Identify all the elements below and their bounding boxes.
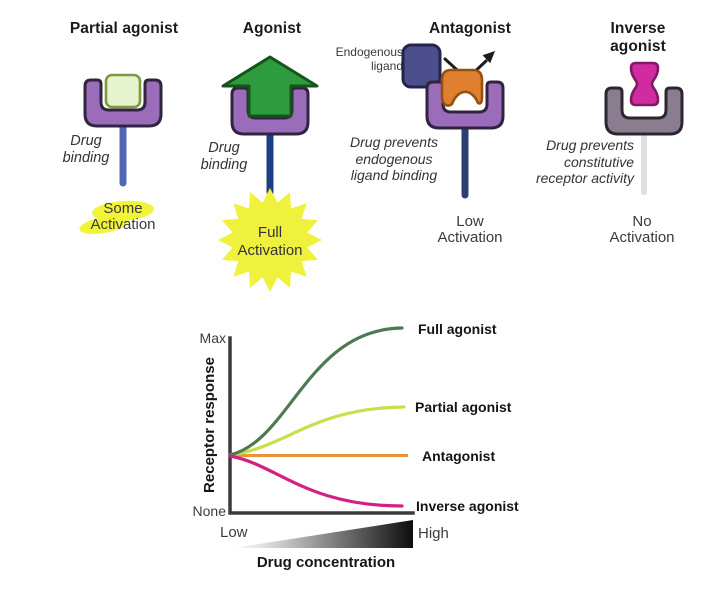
- binding-line: binding: [200, 157, 248, 173]
- curve-inverse-agonist: [228, 454, 404, 508]
- inverse-agonist-drug-icon: [629, 61, 660, 107]
- binding-label-agonist: Drug binding: [186, 140, 262, 174]
- y-tick-none: None: [193, 503, 227, 519]
- panel-title-agonist: Agonist: [242, 20, 302, 37]
- agonist-receptor-illustration: [221, 55, 319, 196]
- agonist-drug-arrow-icon: [221, 55, 319, 118]
- ligand-line: ligand: [370, 58, 403, 73]
- dose-response-chart: Max None Receptor response Full agonist …: [193, 321, 520, 571]
- partial-agonist-drug-icon: [104, 73, 142, 109]
- activation-line: Activation: [90, 216, 156, 233]
- binding-label-inverse: Drug prevents constitutive receptor acti…: [492, 137, 634, 187]
- binding-label-antagonist: Drug prevents endogenous ligand binding: [324, 134, 464, 184]
- activation-line: No: [632, 213, 652, 230]
- curve-partial-agonist: [228, 405, 406, 457]
- binding-line: ligand binding: [350, 167, 438, 183]
- ligand-line: Endogenous: [335, 45, 403, 59]
- panel-title-partial-agonist: Partial agonist: [69, 20, 179, 37]
- full-activation-starburst: Full Activation: [218, 188, 322, 292]
- series-label-inverse-agonist: Inverse agonist: [416, 498, 519, 514]
- activation-label-inverse: No Activation: [582, 214, 702, 246]
- activation-line: Activation: [437, 229, 503, 246]
- antagonist-drug-icon: [440, 68, 484, 107]
- activation-line: Low: [456, 213, 484, 230]
- binding-label-partial: Drug binding: [50, 133, 122, 167]
- receptor-body: [425, 80, 505, 130]
- title-line: Inverse: [610, 20, 666, 37]
- binding-line: receptor activity: [535, 170, 634, 186]
- y-tick-max: Max: [200, 330, 226, 346]
- curve-full-agonist: [228, 326, 404, 457]
- deflection-arrowhead-icon: [482, 51, 495, 64]
- partial-agonist-receptor-illustration: [83, 73, 163, 187]
- series-label-partial-agonist: Partial agonist: [415, 399, 512, 415]
- endogenous-ligand-label: Endogenous ligand: [325, 45, 403, 73]
- receptor-body: [83, 78, 163, 128]
- activation-line: Full: [258, 224, 282, 241]
- x-tick-low: Low: [220, 524, 248, 541]
- chart-axes: [228, 336, 415, 515]
- binding-line: constitutive: [563, 153, 634, 170]
- activation-line: Activation: [609, 229, 675, 246]
- series-label-full-agonist: Full agonist: [418, 321, 497, 337]
- starburst-icon: [218, 188, 322, 292]
- activation-line: Activation: [237, 242, 302, 259]
- concentration-gradient-wedge: [233, 520, 413, 548]
- binding-line: Drug: [70, 133, 102, 149]
- binding-line: endogenous: [355, 150, 433, 167]
- x-tick-high: High: [418, 525, 449, 542]
- panel-title-inverse-agonist: Inverse agonist: [588, 20, 688, 56]
- panel-title-antagonist: Antagonist: [429, 20, 511, 37]
- binding-line: Drug prevents: [350, 134, 438, 150]
- title-line: agonist: [610, 38, 666, 55]
- x-axis-label: Drug concentration: [257, 554, 395, 571]
- series-label-antagonist: Antagonist: [422, 448, 495, 464]
- activation-label-antagonist: Low Activation: [410, 214, 530, 246]
- inverse-agonist-receptor-illustration: [604, 61, 684, 195]
- antagonist-receptor-illustration: [401, 43, 505, 199]
- y-axis-label: Receptor response: [201, 357, 218, 493]
- activation-line: Some: [103, 200, 143, 217]
- binding-line: Drug: [208, 140, 240, 156]
- binding-line: binding: [62, 150, 110, 166]
- endogenous-ligand-icon: [401, 43, 442, 89]
- binding-line: Drug prevents: [546, 137, 634, 153]
- receptor-body: [604, 86, 684, 136]
- activation-label-partial: Some Activation: [63, 198, 183, 238]
